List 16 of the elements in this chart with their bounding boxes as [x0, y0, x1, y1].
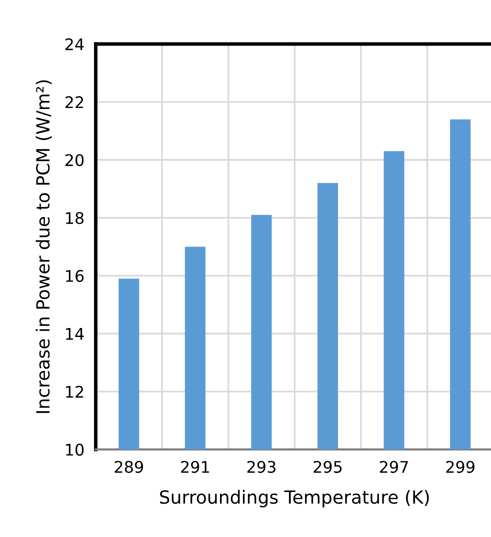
- x-tick-label: 293: [247, 460, 276, 473]
- y-tick-label: 16: [66, 270, 84, 282]
- y-tick-label: 18: [66, 212, 84, 224]
- x-tick-label: 297: [380, 460, 408, 473]
- y-tick-label: 22: [65, 96, 84, 108]
- y-tick-label: 10: [66, 444, 84, 456]
- x-tick-label: 291: [181, 460, 209, 473]
- x-tick-label: 299: [446, 460, 474, 473]
- y-tick-label: 24: [65, 38, 84, 50]
- y-tick-label: 14: [66, 328, 84, 340]
- x-tick-label: 295: [314, 460, 342, 473]
- y-tick-label: 20: [65, 154, 84, 166]
- y-tick-label: 12: [66, 386, 84, 398]
- x-tick-label: 289: [114, 460, 144, 473]
- y-axis-title: Increase in Power due to PCM (W/m²): [36, 80, 52, 413]
- x-axis-title: Surroundings Temperature (K): [160, 490, 429, 508]
